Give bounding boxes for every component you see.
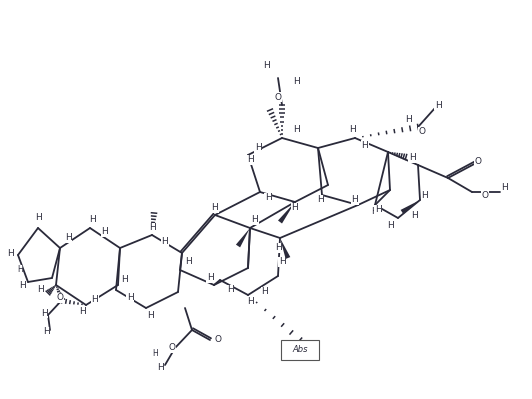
Text: H: H [387, 221, 393, 229]
Text: H: H [292, 203, 298, 213]
Text: H: H [43, 328, 49, 336]
Text: O: O [56, 294, 63, 302]
Text: O: O [481, 190, 488, 200]
Text: H: H [422, 190, 428, 200]
Polygon shape [236, 228, 250, 247]
Text: H: H [279, 257, 285, 267]
Text: H: H [19, 280, 26, 290]
Text: H: H [435, 101, 442, 109]
Text: H: H [185, 257, 192, 267]
Text: H: H [162, 237, 168, 247]
Text: H: H [409, 154, 415, 162]
Text: H: H [156, 363, 163, 371]
Text: H: H [352, 196, 359, 205]
Text: H: H [89, 215, 95, 225]
Text: O: O [419, 128, 426, 136]
Text: O: O [214, 336, 221, 344]
Text: H: H [502, 184, 509, 192]
Text: H: H [317, 196, 323, 205]
Text: H: H [293, 77, 300, 87]
Text: H: H [262, 288, 268, 296]
Text: H: H [152, 348, 158, 358]
Text: H: H [92, 296, 98, 304]
Text: H: H [247, 156, 253, 164]
Text: O: O [169, 344, 176, 352]
Text: H: H [80, 308, 86, 316]
Text: H: H [264, 61, 270, 69]
Text: H: H [127, 294, 134, 302]
Text: H: H [264, 194, 271, 203]
Text: H: H [247, 298, 253, 306]
Polygon shape [280, 238, 290, 259]
Text: Abs: Abs [292, 346, 307, 354]
Text: H: H [35, 213, 41, 223]
Text: O: O [275, 93, 281, 101]
Text: H: H [40, 308, 47, 318]
Text: H: H [212, 203, 218, 213]
Text: H: H [206, 273, 213, 282]
Text: H: H [17, 265, 23, 275]
Polygon shape [401, 200, 420, 214]
Text: O: O [475, 158, 481, 166]
Text: H: H [372, 207, 378, 217]
Text: H: H [405, 115, 411, 124]
Text: H: H [149, 223, 156, 233]
Text: H: H [122, 275, 128, 284]
Text: H: H [362, 140, 368, 150]
Text: H: H [37, 286, 44, 294]
Polygon shape [278, 202, 295, 223]
Text: H: H [293, 126, 300, 134]
Text: H: H [64, 233, 71, 243]
Text: H: H [375, 205, 381, 215]
Text: H: H [227, 286, 234, 294]
Text: H: H [252, 215, 259, 225]
Text: H: H [275, 243, 281, 253]
Text: H: H [412, 211, 418, 219]
Text: H: H [102, 227, 109, 237]
Text: H: H [6, 249, 13, 257]
Text: H: H [255, 144, 261, 152]
Text: H: H [147, 310, 153, 320]
FancyBboxPatch shape [281, 340, 319, 360]
Text: H: H [348, 126, 355, 134]
